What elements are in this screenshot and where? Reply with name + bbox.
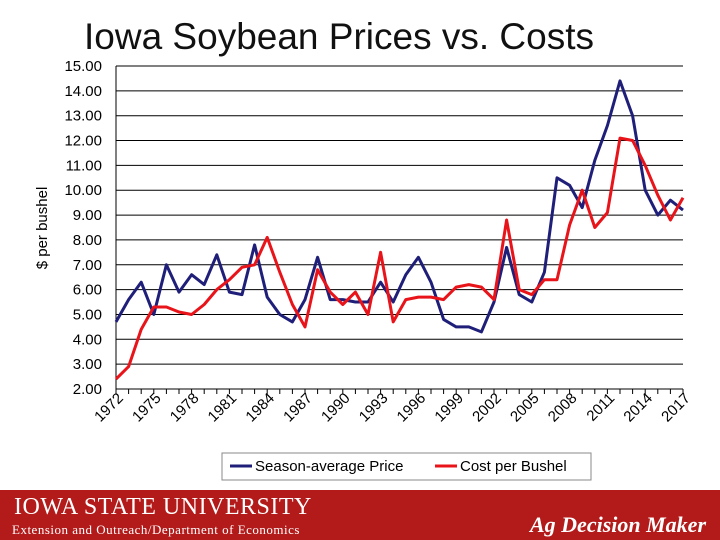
x-tick-label: 1996 [394,390,430,426]
y-tick-label: 9.00 [73,207,102,224]
university-wordmark: IOWA STATE UNIVERSITY [14,494,312,520]
x-tick-label: 1990 [318,390,354,426]
chart-area: 2.00 3.00 4.00 5.00 6.00 7.00 8.00 9.00 10.00 11.… [34,58,694,481]
x-tick-label: 2002 [469,390,505,426]
y-axis-label: $ per bushel [34,187,51,270]
y-tick-label: 12.00 [64,133,102,150]
x-tick-label: 2014 [620,390,656,426]
x-tick-label: 1984 [242,390,278,426]
y-tick-label: 10.00 [64,182,102,199]
series-line-price [114,79,684,334]
series-lines [114,79,685,381]
y-tick-label: 5.00 [73,306,102,323]
y-tick-label: 4.00 [73,331,102,348]
y-tick-label: 2.00 [73,381,102,398]
gridlines [116,65,683,390]
y-tick-label: 7.00 [73,257,102,274]
x-tick-label: 1999 [431,390,467,426]
footer-brand: Ag Decision Maker [530,512,706,537]
y-tick-label: 8.00 [73,232,102,249]
legend-label-price: Season-average Price [255,458,403,475]
x-tick-label: 2005 [507,390,543,426]
x-tick-label: 1981 [205,390,241,426]
chart-title: Iowa Soybean Prices vs. Costs [84,16,594,57]
legend-box [221,452,592,481]
footer-department: Extension and Outreach/Department of Eco… [12,522,300,537]
x-tick-label: 2011 [583,390,618,425]
x-tick-label: 2008 [545,390,581,426]
legend-label-cost: Cost per Bushel [460,458,567,475]
series-line-cost [114,136,685,381]
x-tick-label: 2017 [658,390,694,426]
y-tick-label: 3.00 [73,356,102,373]
footer-bar [0,490,720,540]
y-tick-label: 14.00 [64,83,102,100]
x-tick-label: 1993 [356,390,392,426]
x-tick-label: 1978 [167,390,203,426]
x-tick-labels: 1972 1975 1978 1981 1984 1987 1990 1993 1996 1999… [91,390,694,426]
axes [115,66,684,394]
y-tick-label: 6.00 [73,282,102,299]
y-tick-labels: 2.00 3.00 4.00 5.00 6.00 7.00 8.00 9.00 10.00 11.… [64,58,102,398]
y-tick-label: 11.00 [66,157,102,174]
y-tick-label: 13.00 [64,108,102,125]
legend: Season-average Price Cost per Bushel [221,452,592,481]
x-tick-label: 1975 [129,390,165,426]
x-tick-label: 1987 [280,390,316,426]
y-tick-label: 15.00 [64,58,102,75]
